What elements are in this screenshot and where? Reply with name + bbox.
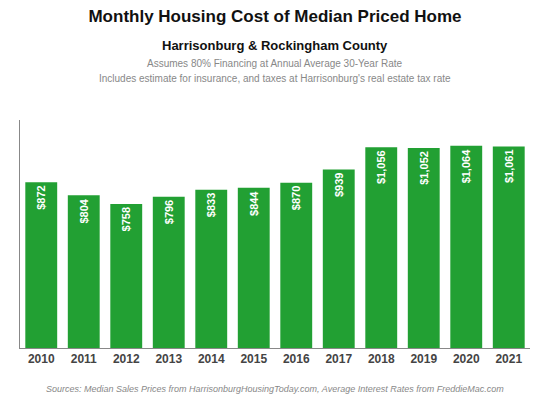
svg-text:$758: $758 xyxy=(120,207,132,231)
svg-text:2018: 2018 xyxy=(368,352,395,366)
svg-text:2019: 2019 xyxy=(410,352,437,366)
svg-text:Harrisonburg & Rockingham Coun: Harrisonburg & Rockingham County xyxy=(162,38,388,53)
svg-text:$844: $844 xyxy=(248,191,260,216)
svg-text:Includes estimate for insuranc: Includes estimate for insurance, and tax… xyxy=(99,73,451,84)
svg-text:2017: 2017 xyxy=(325,352,352,366)
svg-text:$872: $872 xyxy=(35,185,47,209)
svg-text:Sources: Median Sales Prices f: Sources: Median Sales Prices from Harris… xyxy=(46,384,504,394)
svg-text:$870: $870 xyxy=(290,186,302,210)
svg-text:$1,061: $1,061 xyxy=(503,149,515,183)
svg-text:$796: $796 xyxy=(163,200,175,224)
svg-text:2011: 2011 xyxy=(71,352,97,366)
svg-text:$1,052: $1,052 xyxy=(418,151,430,185)
svg-text:2013: 2013 xyxy=(155,352,182,366)
svg-text:2014: 2014 xyxy=(198,352,225,366)
svg-text:$833: $833 xyxy=(205,193,217,217)
svg-text:Assumes 80% Financing at Annua: Assumes 80% Financing at Annual Average … xyxy=(147,58,403,69)
svg-text:2012: 2012 xyxy=(113,352,140,366)
svg-text:$939: $939 xyxy=(333,173,345,197)
svg-text:$1,056: $1,056 xyxy=(375,150,387,184)
svg-text:2010: 2010 xyxy=(28,352,55,366)
svg-text:$1,064: $1,064 xyxy=(460,149,472,184)
svg-text:2021: 2021 xyxy=(495,352,522,366)
svg-text:2015: 2015 xyxy=(240,352,267,366)
svg-text:2020: 2020 xyxy=(453,352,480,366)
svg-text:Monthly Housing Cost of Median: Monthly Housing Cost of Median Priced Ho… xyxy=(88,7,461,26)
svg-text:2016: 2016 xyxy=(283,352,310,366)
svg-text:$804: $804 xyxy=(78,198,90,223)
